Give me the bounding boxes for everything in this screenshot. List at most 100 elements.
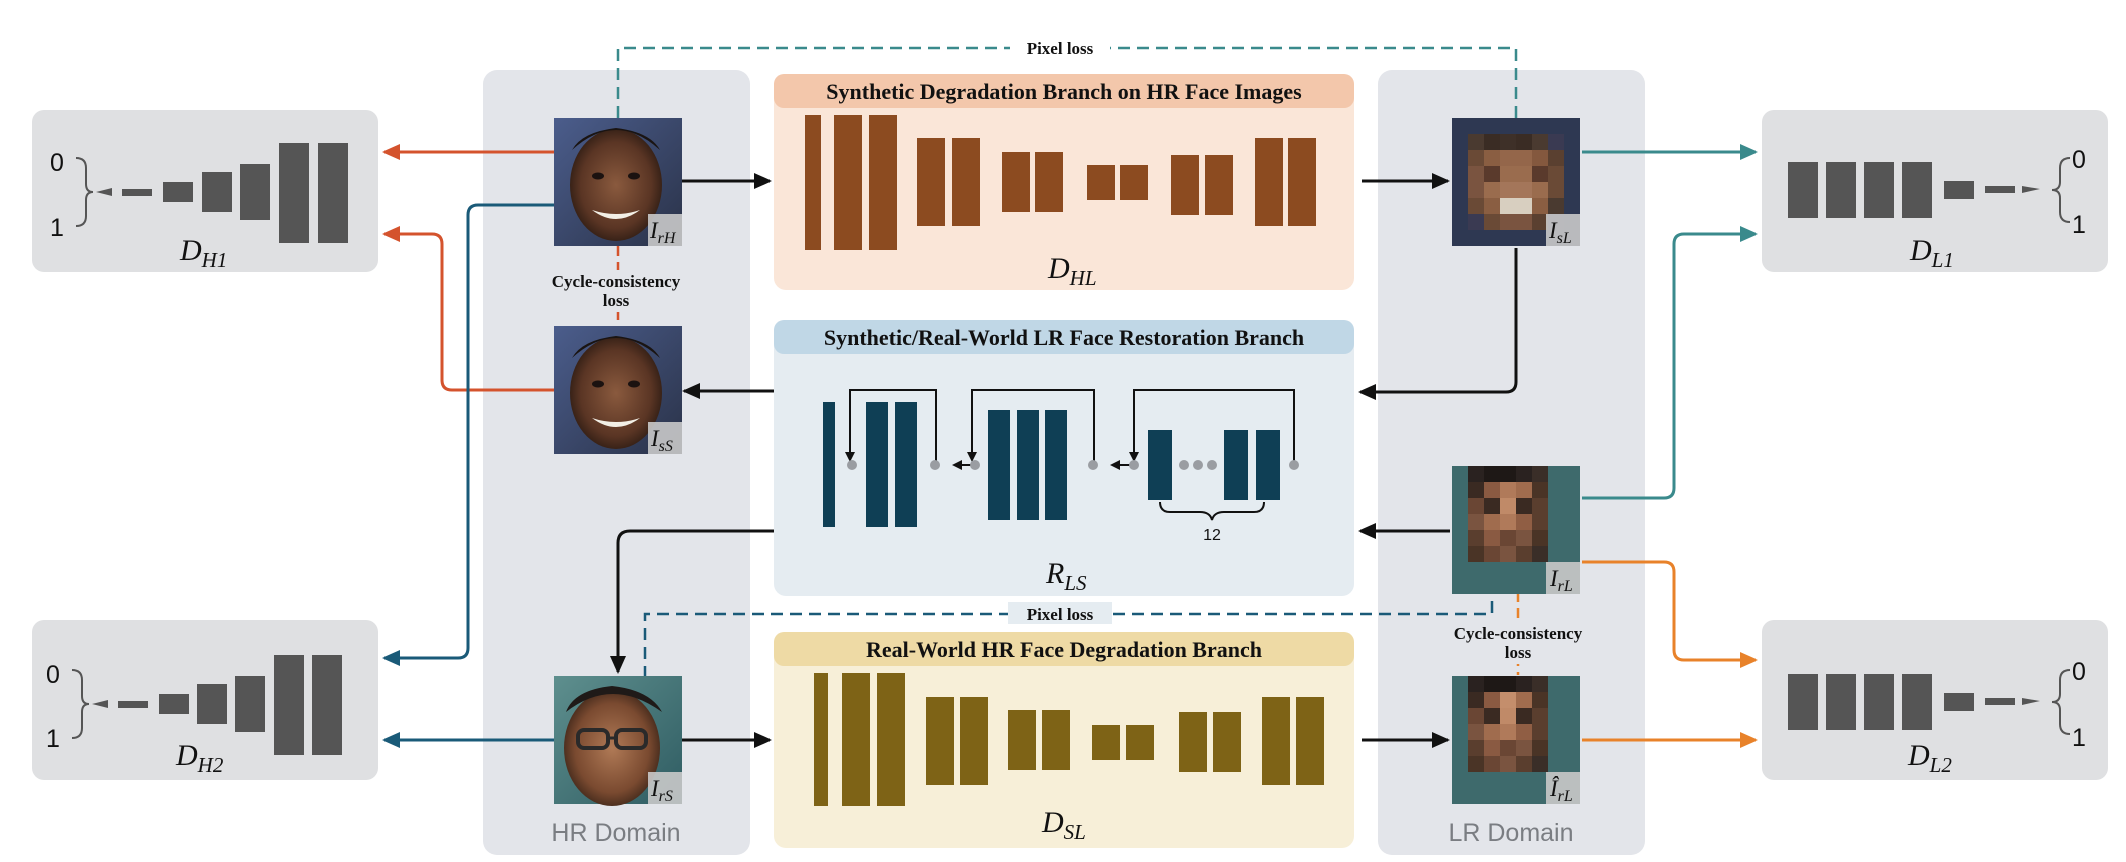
image-isl-pixels [1468,134,1564,230]
ls-repeat-bracket [1159,501,1265,521]
dl1-output-top: 0 [2072,146,2086,174]
dh2-block [274,655,304,755]
dh2-output-bottom: 1 [46,725,60,753]
image-irl: IrL [1452,466,1580,595]
hr-domain-label: HR Domain [551,819,680,847]
ls-block [1017,410,1039,520]
hl-block [1002,152,1030,212]
pixel-loss-top-label-bg [1010,36,1110,58]
pixel-loss-bottom-label: Pixel loss [1027,605,1094,624]
sl-block [1092,725,1120,760]
sl-block [842,673,870,806]
hr-domain-panel [483,70,750,855]
ls-block [1045,410,1067,520]
ls-node [1289,460,1299,470]
dl2-block [1864,674,1894,730]
dh2-brace [71,669,90,739]
arrow-irl-to-dl2 [1582,560,1758,668]
hl-generator-blocks [805,115,1316,250]
dl2-output-top: 0 [2072,658,2086,686]
dl2-block [1788,674,1818,730]
dl2-blocks [1788,674,2040,730]
dh2-output-top: 0 [46,661,60,689]
dl2-block [1985,698,2015,705]
arrow-isl-to-ls [1358,248,1518,400]
dl1-block [1864,162,1894,218]
arrow-irh-to-dh2 [382,203,554,666]
sl-generator-blocks [814,673,1324,806]
image-irh-label: IrH [649,218,677,247]
dh1-block [122,189,152,196]
hl-block [834,115,862,250]
sl-block [1262,697,1290,785]
lr-domain-label: LR Domain [1448,819,1573,847]
hl-block [1087,165,1115,200]
dl2-output-bottom: 1 [2072,724,2086,752]
dh1-block [279,143,309,243]
ls-node [1088,460,1098,470]
dh2-block [118,701,148,708]
hl-block [805,115,821,250]
dh2-block [159,694,189,714]
dl2-label: DL2 [1907,739,1952,777]
image-irl-hat-pixels [1468,676,1548,772]
cycle-loss-right-line2: loss [1505,643,1532,662]
sl-block [1126,725,1154,760]
dl1-label: DL1 [1909,234,1954,272]
image-irl-pixels [1468,466,1548,562]
hl-block [952,138,980,226]
discriminator-dh2: 0 1 DH2 [32,620,378,780]
arrow-irl-to-dl1 [1582,226,1758,500]
dl1-block [1826,162,1856,218]
ls-node [1193,460,1203,470]
arrow-iss-to-dh1 [382,226,554,392]
image-irs-label: IrS [650,776,673,805]
discriminator-dl2: 0 1 DL2 [1762,620,2108,780]
image-iss: IsS [554,326,682,455]
hl-block [1035,152,1063,212]
image-isl: IsL [1452,118,1580,247]
pixel-loss-top-label: Pixel loss [1027,39,1094,58]
dh1-block [318,143,348,243]
hl-block [1288,138,1316,226]
dl1-block [1985,186,2015,193]
dl2-block [1902,674,1932,730]
dh2-block [312,655,342,755]
cycle-loss-right-line1: Cycle-consistency [1454,624,1583,643]
ls-node [1129,460,1139,470]
hl-branch-panel [774,74,1354,290]
ls-node [1207,460,1217,470]
pixel-loss-bottom-label-bg [1008,602,1112,624]
sl-block [1042,710,1070,770]
dh1-block [202,172,232,212]
ls-branch-title: Synthetic/Real-World LR Face Restoration… [824,325,1304,350]
cycle-loss-left-line1: Cycle-consistency [552,272,681,291]
dh1-label: DH1 [179,234,227,272]
ls-node [930,460,940,470]
discriminator-dl1: 0 1 DL1 [1762,110,2108,272]
hl-block [869,115,897,250]
ls-generator-blocks [823,402,1280,527]
ls-node [970,460,980,470]
hl-block [1205,155,1233,215]
hl-branch-header [774,74,1354,108]
dl2-block [2022,698,2040,705]
dh2-block [197,684,227,724]
image-irl-label: IrL [1549,566,1573,595]
image-iss-label: IsS [650,426,673,455]
dh2-block [92,700,108,708]
dl1-brace [2051,157,2071,223]
sl-block [1296,697,1324,785]
sl-branch-title: Real-World HR Face Degradation Branch [866,637,1262,662]
dl1-block [2022,186,2040,193]
dh1-block [163,182,193,202]
dh1-brace [75,157,94,227]
hl-branch-title: Synthetic Degradation Branch on HR Face … [826,79,1302,104]
image-irl-hat: ÎrL [1452,676,1580,805]
arrow-ls-to-irs [610,529,774,674]
ls-branch-name: RLS [1045,557,1087,595]
sl-block [1213,712,1241,772]
image-irh: IrH [554,118,682,247]
ls-branch-header [774,320,1354,354]
